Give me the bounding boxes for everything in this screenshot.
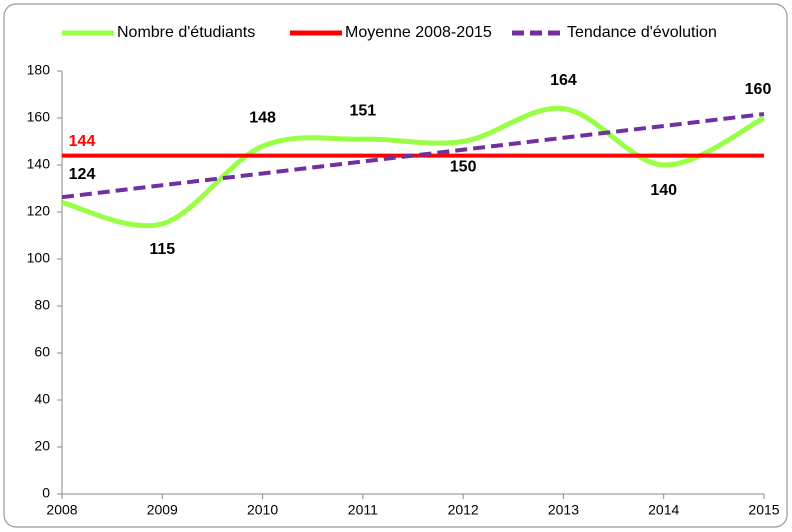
x-tick-label: 2014 [648,502,679,518]
y-tick-label: 80 [34,297,50,313]
y-tick-label: 40 [34,391,50,407]
x-tick-label: 2010 [247,502,278,518]
series-line [61,105,766,229]
x-tick-label: 2008 [46,502,77,518]
data-label: 151 [350,102,377,119]
x-tick-label: 2012 [448,502,479,518]
y-tick-label: 20 [34,438,50,454]
x-tick-label: 2013 [548,502,579,518]
data-label: 140 [650,182,677,199]
legend-label: Nombre d'étudiants [117,24,255,41]
data-label: 144 [69,133,96,150]
y-tick-label: 180 [27,62,51,78]
x-tick-label: 2011 [348,502,378,518]
y-tick-label: 100 [27,250,51,266]
x-tick-label: 2009 [147,502,178,518]
data-label: 150 [450,159,477,176]
y-tick-label: 60 [34,344,50,360]
y-tick-label: 120 [27,203,51,219]
series-line [61,112,765,200]
data-label: 160 [745,81,772,98]
data-label: 115 [149,241,175,258]
legend-label: Moyenne 2008-2015 [345,24,492,41]
y-tick-label: 160 [27,109,51,125]
data-label: 164 [550,72,577,89]
data-label: 124 [69,166,96,183]
y-tick-label: 0 [42,485,50,501]
y-tick-label: 140 [27,156,51,172]
legend-label: Tendance d'évolution [567,24,717,41]
x-tick-label: 2015 [748,502,779,518]
data-label: 148 [249,109,276,126]
chart-frame [3,3,788,528]
